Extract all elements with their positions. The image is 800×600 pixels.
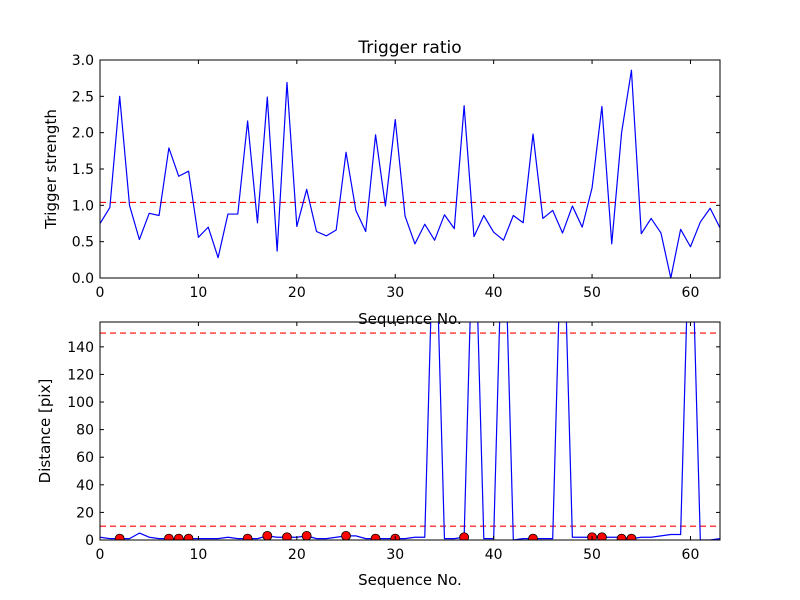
x-tick-label: 50 [583,547,601,563]
x-tick-label: 30 [386,547,404,563]
data-point [370,533,381,540]
distance-panel: 0 10 20 30 40 50 60 0 20 40 60 80 100 120 140 Sequenc… [36,321,721,589]
data-point [626,533,637,540]
x-axis-label: Sequence No. [358,310,462,328]
y-tick-label: 80 [76,423,94,439]
x-tick-label: 10 [189,285,207,301]
y-tick-label: 140 [67,340,94,356]
x-tick-label: 0 [96,547,105,563]
data-point [163,533,174,540]
chart-title: Trigger ratio [357,38,461,58]
x-tick-label: 40 [485,547,503,563]
data-point [341,530,351,540]
y-axis-label: Distance [pix] [36,379,54,484]
x-tick-label: 20 [288,547,306,563]
x-tick-label: 60 [682,547,700,563]
y-tick-label: 60 [76,450,94,466]
series-line [100,322,720,540]
x-tick-label: 60 [682,285,700,301]
y-tick-label: 1.5 [72,162,94,178]
y-axis-ticks: 0 20 40 60 80 100 120 140 [67,340,720,549]
data-point [528,533,538,540]
y-tick-label: 2.0 [72,126,94,142]
y-tick-label: 120 [67,367,94,383]
y-tick-label: 2.5 [72,89,94,105]
y-tick-label: 0.0 [72,271,94,287]
y-tick-label: 0.5 [72,235,94,251]
data-point [262,530,273,540]
y-tick-label: 20 [76,505,94,521]
data-point [242,533,253,540]
x-tick-label: 10 [189,547,207,563]
data-point [459,532,470,540]
y-tick-label: 0 [85,533,94,549]
x-tick-label: 20 [288,285,306,301]
plot-area [100,69,720,278]
x-tick-label: 40 [485,285,503,301]
x-axis-ticks: 0 10 20 30 40 50 60 [96,60,700,301]
data-point [301,530,312,540]
x-tick-label: 30 [386,285,404,301]
y-axis-label: Trigger strength [42,109,60,230]
data-point [597,532,607,540]
x-tick-label: 50 [583,285,601,301]
data-point [114,533,125,540]
x-axis-label: Sequence No. [358,571,462,589]
data-point [282,532,292,540]
y-tick-label: 3.0 [72,53,94,69]
data-point [173,533,184,540]
plot-area [100,322,720,540]
y-tick-label: 1.0 [72,198,94,214]
y-axis-ticks: 0.0 0.5 1.0 1.5 2.0 2.5 3.0 [72,53,720,287]
axes-frame [99,321,721,541]
trigger-ratio-panel: Trigger ratio 0 10 20 30 40 50 60 0.0 0.5 1.0 1.5… [42,38,721,328]
y-tick-label: 100 [67,395,94,411]
data-point [183,533,194,540]
x-axis-ticks: 0 10 20 30 40 50 60 [96,322,700,563]
y-tick-label: 40 [76,478,94,494]
data-point [616,533,627,540]
x-tick-label: 0 [96,285,105,301]
series-line [100,69,720,278]
